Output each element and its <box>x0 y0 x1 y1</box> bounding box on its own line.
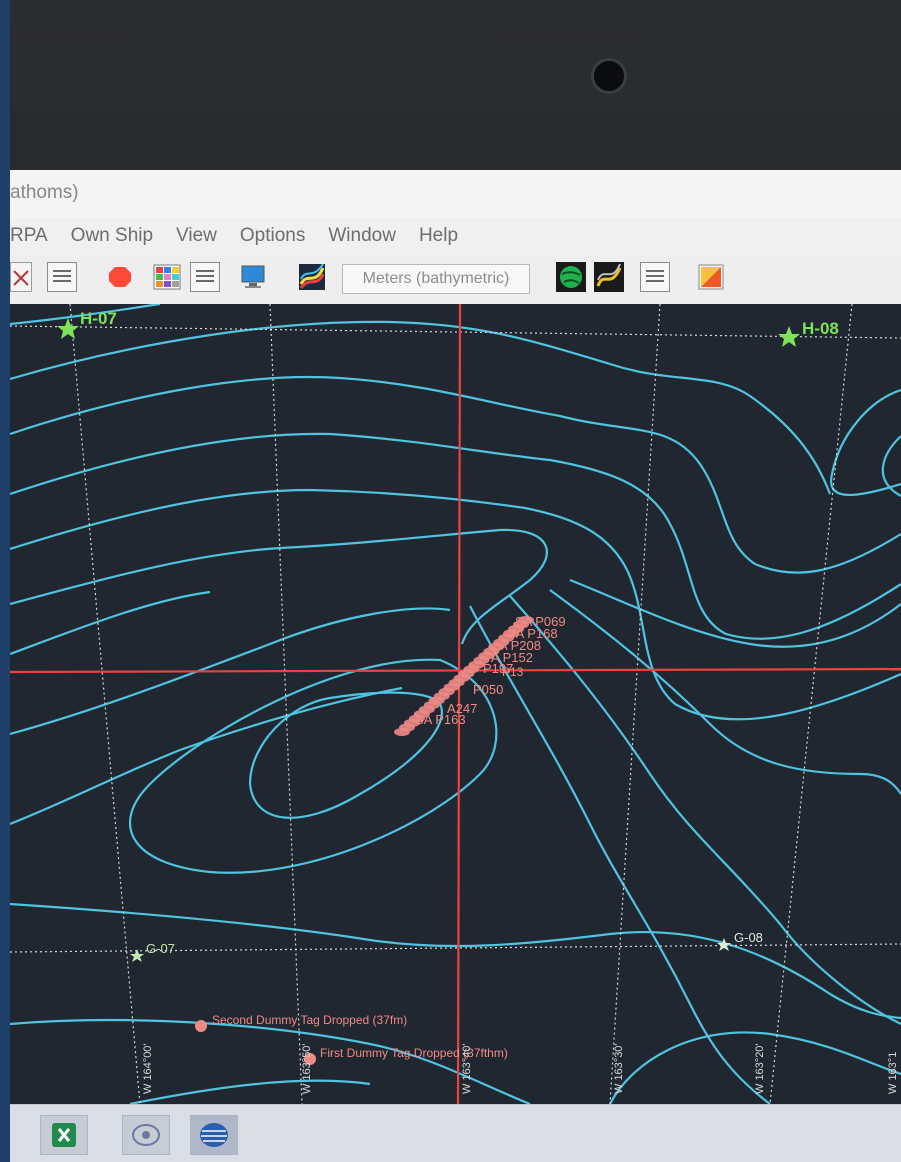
toolbar: Meters (bathymetric) <box>10 254 901 305</box>
station-star-icon <box>778 326 800 347</box>
crab-marker-icon <box>195 1020 207 1032</box>
station-star-icon <box>130 949 144 962</box>
station-label: H-07 <box>80 309 117 328</box>
crab-marker-icon <box>304 1053 316 1065</box>
title-bar: athoms) <box>10 170 901 219</box>
cluster-label: SA P069 <box>515 614 566 629</box>
station-g-08[interactable]: G-08 <box>717 930 763 951</box>
station-h-07[interactable]: H-07 <box>57 309 117 339</box>
menu-help[interactable]: Help <box>418 225 459 246</box>
depth-contour <box>10 320 832 495</box>
menu-bar: RPA Own Ship View Options Window Help <box>10 218 901 254</box>
station-label: H-08 <box>802 319 839 338</box>
event-label: First Dummy Tag Dropped (37fthm) <box>320 1046 508 1060</box>
depth-contour <box>248 691 443 819</box>
contour-icon[interactable] <box>297 262 327 292</box>
station-star-icon <box>57 318 79 339</box>
grid-line-parallel <box>10 325 901 339</box>
meridian-label: W 163°40' <box>461 1043 473 1094</box>
window-title: athoms) <box>10 182 79 203</box>
menu-rpa[interactable]: RPA <box>10 225 48 246</box>
grid-line-meridian <box>69 303 141 1105</box>
cluster-label: P197 <box>483 661 513 676</box>
cluster-label: SA P163 <box>415 712 466 727</box>
cursor-crosshair-vertical <box>456 303 462 1105</box>
station-g-07[interactable]: G-07 <box>130 941 175 962</box>
cluster-label: P13 <box>502 665 524 679</box>
cluster-label: A247 <box>447 701 477 716</box>
cluster-label: SA P168 <box>507 626 558 641</box>
depth-contour <box>10 590 211 656</box>
station-label: G-07 <box>146 941 175 956</box>
stop-icon[interactable] <box>105 262 135 292</box>
taskbar <box>10 1104 901 1162</box>
depth-contour <box>609 1031 901 1105</box>
depth-contour <box>881 435 901 497</box>
cluster-label: A P152 <box>491 650 533 665</box>
station-label: G-08 <box>734 930 763 945</box>
grid-line-meridian <box>769 303 853 1105</box>
meridian-label: W 163°1 <box>887 1052 899 1094</box>
event-label: Second Dummy Tag Dropped (37fm) <box>212 1013 407 1027</box>
depth-contour <box>129 1079 371 1106</box>
excel-icon[interactable] <box>40 1115 88 1155</box>
menu-window[interactable]: Window <box>328 225 396 246</box>
monitor-icon[interactable] <box>238 262 268 292</box>
menu-options[interactable]: Options <box>239 225 306 246</box>
depth-contour <box>549 589 901 795</box>
meridian-label: W 163°20' <box>754 1043 766 1094</box>
depth-contour <box>10 1018 531 1106</box>
depth-contour <box>509 595 901 1025</box>
depth-contour <box>10 488 901 721</box>
grid-line-meridian <box>269 303 303 1105</box>
depth-contour <box>10 302 161 326</box>
chart-map[interactable]: H-07 H-08 G-07 G-08 SA P069 SA P168 A P2… <box>10 302 901 1106</box>
depth-contour <box>10 607 451 736</box>
station-h-08[interactable]: H-08 <box>778 319 839 347</box>
depth-contour <box>469 605 771 1105</box>
app-icon[interactable] <box>122 1115 170 1155</box>
navigation-app-icon[interactable] <box>190 1115 238 1155</box>
depth-contour <box>10 528 548 645</box>
event-second-dummy-tag[interactable]: Second Dummy Tag Dropped (37fm) <box>195 1013 407 1032</box>
meridian-label: W 163°50' <box>301 1043 313 1094</box>
globe-icon[interactable] <box>556 262 586 292</box>
depth-contour <box>569 578 901 648</box>
depth-contour <box>129 658 498 874</box>
chart-icon[interactable] <box>594 262 624 292</box>
position-mark[interactable] <box>518 616 534 624</box>
event-first-dummy-tag[interactable]: First Dummy Tag Dropped (37fthm) <box>304 1046 508 1065</box>
depth-contour <box>830 388 901 497</box>
list-icon[interactable] <box>190 262 220 292</box>
depth-contour <box>10 686 403 826</box>
station-star-icon <box>717 938 731 951</box>
depth-contour <box>10 432 901 640</box>
meridian-label: W 164°00' <box>142 1043 154 1094</box>
list-icon[interactable] <box>640 262 670 292</box>
depth-contour <box>10 375 901 574</box>
webcam-icon <box>591 58 627 94</box>
meridian-label: W 163°30' <box>613 1043 625 1094</box>
list-icon[interactable] <box>47 262 77 292</box>
unit-selector[interactable]: Meters (bathymetric) <box>342 264 530 294</box>
laptop-screen: athoms) RPA Own Ship View Options Window… <box>10 170 901 1162</box>
color-grid-icon[interactable] <box>152 262 182 292</box>
depth-contour <box>10 902 901 1020</box>
menu-own-ship[interactable]: Own Ship <box>70 225 154 246</box>
cluster-label: P050 <box>473 682 503 697</box>
grid-line-parallel <box>10 943 901 953</box>
orange-flag-icon[interactable] <box>696 262 726 292</box>
menu-view[interactable]: View <box>176 225 217 246</box>
cluster-label: A P208 <box>499 638 541 653</box>
cursor-crosshair-horizontal <box>10 667 901 674</box>
grid-line-meridian <box>609 303 661 1105</box>
crossed-icon[interactable] <box>10 262 32 292</box>
